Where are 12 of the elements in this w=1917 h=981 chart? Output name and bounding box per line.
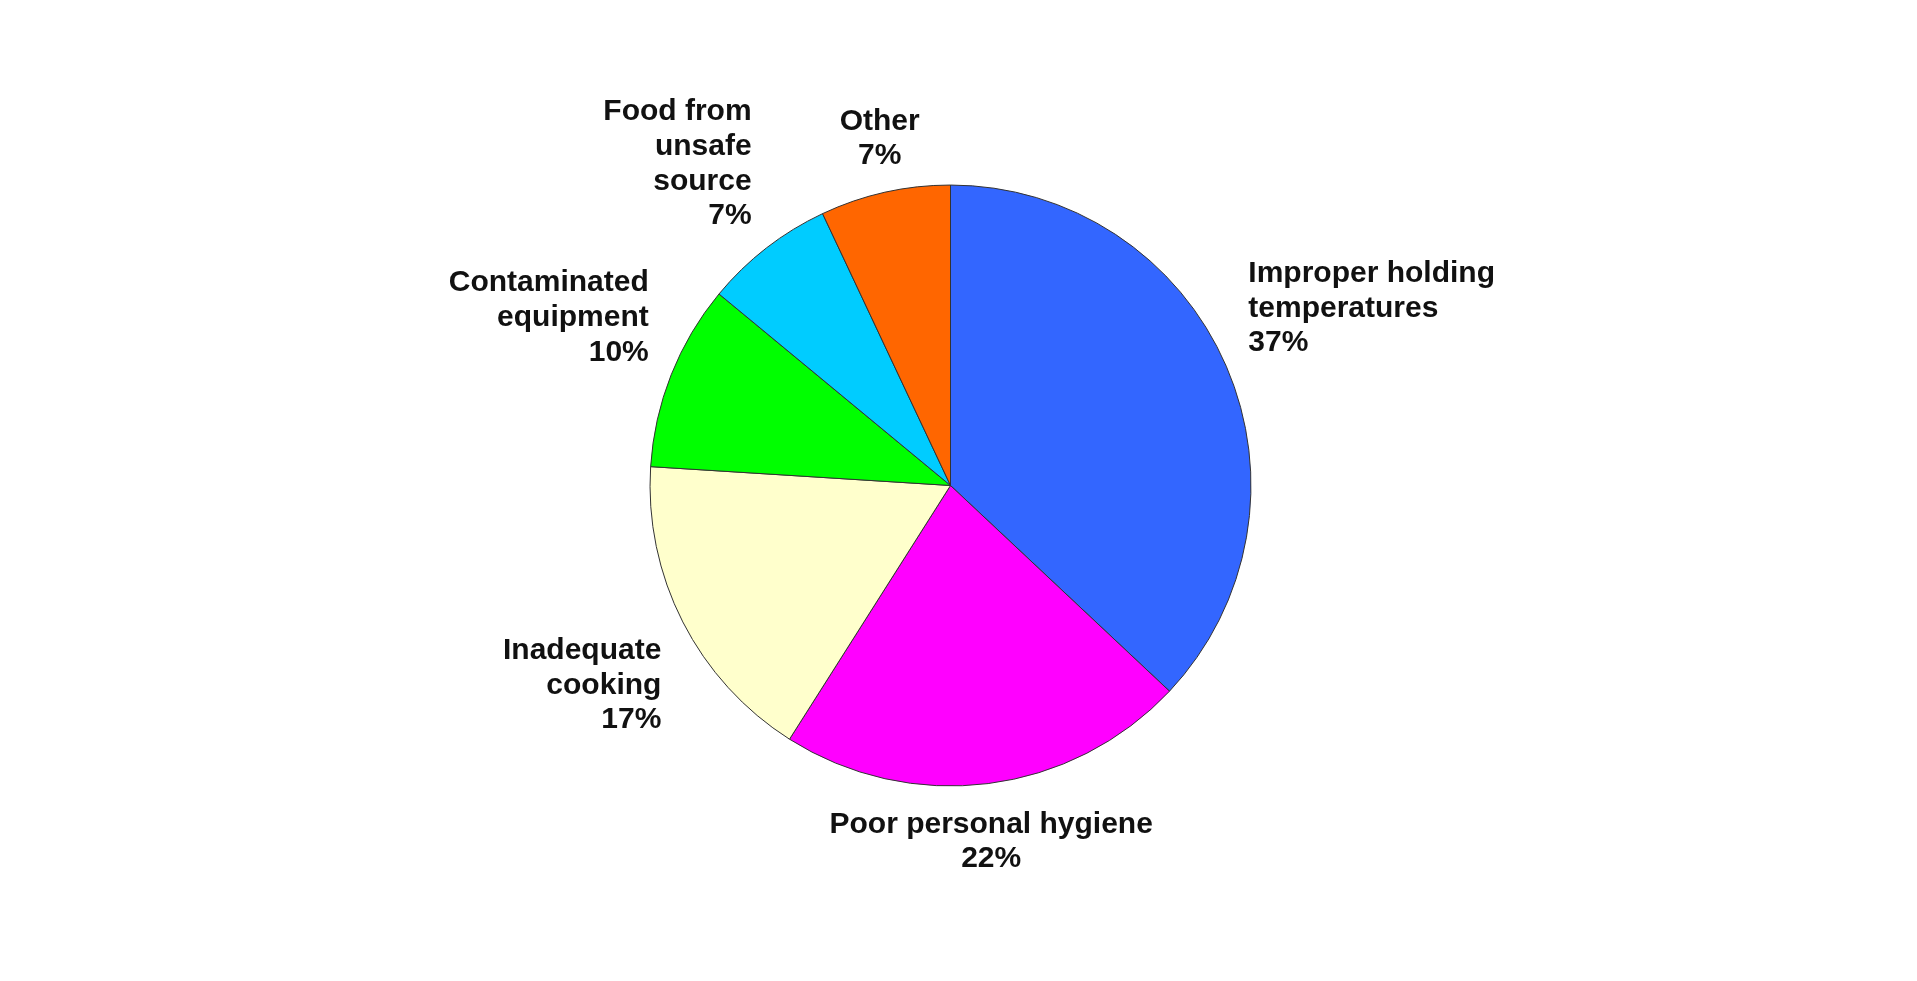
slice-label: Poor personal hygiene (829, 805, 1153, 839)
data-label: 17% (601, 701, 662, 735)
slice-label: Other (839, 102, 921, 136)
data-label: 37% (1248, 324, 1309, 358)
slice-label: Improper holding temperatures (1248, 254, 1495, 323)
data-label: 22% (961, 840, 1022, 874)
slice-label: Inadequate cooking (503, 632, 662, 700)
slice-label: Contaminated equipment (448, 264, 649, 332)
slice-label: Food from unsafe source (603, 93, 752, 196)
data-label: 7% (708, 197, 752, 231)
data-label: 7% (858, 137, 902, 171)
data-label: 10% (588, 333, 649, 367)
